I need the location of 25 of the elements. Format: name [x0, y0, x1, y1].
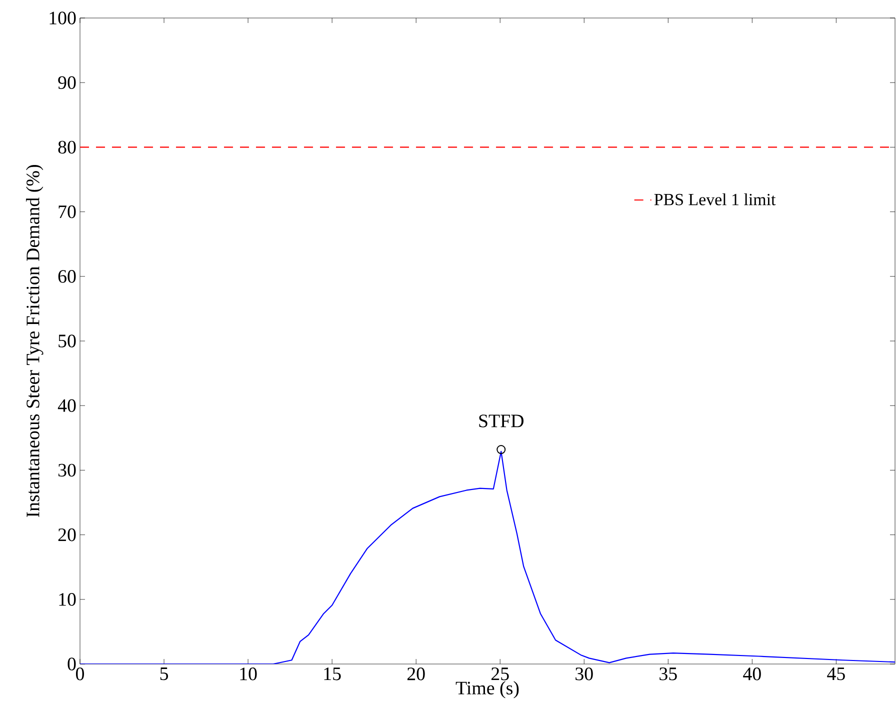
- y-tick-label: 80: [58, 140, 76, 154]
- x-tick-label: 45: [827, 668, 845, 680]
- y-tick-label: 30: [58, 464, 76, 477]
- x-tick-label: 20: [407, 668, 425, 680]
- x-tick-label: 30: [576, 668, 593, 680]
- x-tick-label: 5: [160, 668, 168, 680]
- x-axis-title: Time (s): [456, 681, 519, 698]
- x-tick-label: 35: [660, 668, 677, 680]
- x-tick-label: 0: [76, 668, 84, 680]
- y-tick-label: 20: [58, 528, 76, 542]
- y-tick-label: 0: [68, 658, 76, 670]
- x-tick-label: 25: [491, 668, 509, 680]
- y-tick-label: 50: [58, 334, 76, 348]
- y-tick-label: 100: [50, 12, 76, 24]
- annotation: STFD: [479, 414, 524, 428]
- y-tick-label: 70: [58, 205, 76, 218]
- y-tick-label: 10: [59, 593, 76, 606]
- x-tick-label: 10: [240, 668, 257, 680]
- y-tick-label: 60: [58, 270, 76, 283]
- legend-label: PBS Level 1 limit: [654, 193, 776, 206]
- y-tick-label: 90: [58, 76, 76, 89]
- y-tick-label: 40: [58, 399, 76, 412]
- y-axis-title: Instantaneous Steer Tyre Friction Demand (%): [26, 165, 44, 518]
- x-tick-label: 15: [324, 668, 341, 680]
- x-tick-label: 40: [743, 668, 761, 680]
